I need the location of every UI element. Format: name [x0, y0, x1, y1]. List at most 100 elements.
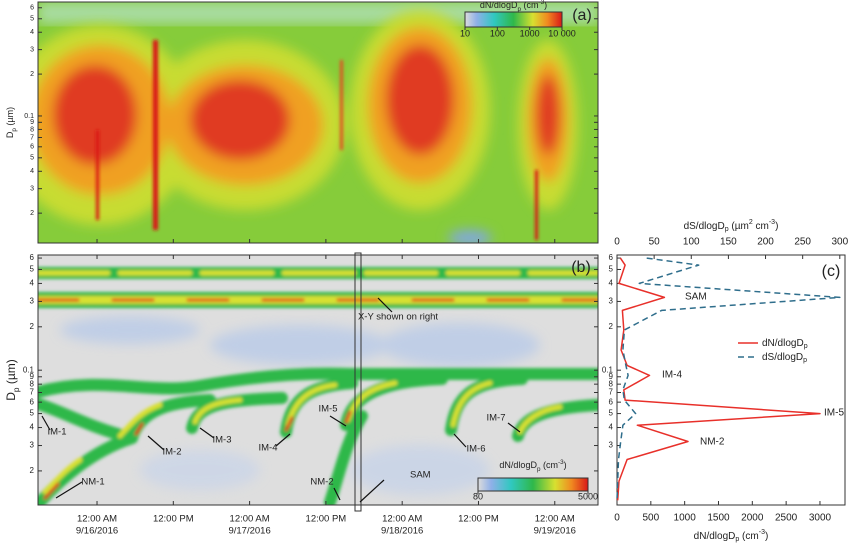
x2-tick-label: 0 — [614, 237, 620, 248]
title-part: 2 — [749, 219, 753, 226]
axis-title: Dp (µm) — [5, 107, 18, 138]
x-tick-label: 12:00 PM — [458, 514, 499, 525]
title-part: ) — [544, 0, 547, 10]
y-tick-label: 7 — [609, 388, 614, 397]
x-tick-label: 12:00 PM — [153, 514, 194, 525]
colorbar-tick-label: 1000 — [520, 28, 540, 38]
annotation: NM-2 — [310, 477, 333, 488]
x-tick-label: 9/16/2016 — [76, 526, 118, 537]
x-tick-label: 9/17/2016 — [228, 526, 270, 537]
colorbar-tick-label: 5000 — [578, 491, 598, 501]
title-part: -3 — [558, 459, 564, 466]
x-tick-label: 500 — [642, 513, 659, 524]
title-part: p — [804, 343, 808, 350]
title-part: dS/dlogD — [684, 221, 725, 232]
y-tick-label: 4 — [30, 29, 34, 36]
x-tick-label: 12:00 PM — [306, 514, 347, 525]
title-part: p — [725, 226, 729, 233]
annotation-arrows — [41, 297, 521, 503]
annotation: IM-5 — [824, 408, 844, 419]
x-tick-label: 2000 — [741, 513, 764, 524]
x2-tick-label: 300 — [831, 237, 848, 248]
y-tick-label: 7 — [30, 388, 35, 397]
axis-title: dS/dlogDp (µm2 cm-3) — [684, 219, 779, 233]
title-part: (cm — [739, 531, 758, 542]
annotation: SAM — [685, 292, 707, 303]
title-part: -3 — [759, 529, 765, 536]
annotation: IM-7 — [487, 413, 506, 424]
x2-tick-label: 50 — [649, 237, 661, 248]
axis-title: dN/dlogDp (cm-3) — [694, 529, 769, 543]
title-part: dS/dlogD — [762, 352, 803, 363]
y-tick-label: 9 — [609, 372, 614, 381]
y-tick-label: 3 — [30, 297, 35, 306]
y-tick-label: 2 — [30, 322, 35, 331]
annotation: X-Y shown on right — [358, 312, 438, 323]
title-part: D — [4, 392, 18, 401]
y-tick-label: 8 — [30, 126, 34, 133]
annotation: IM-4 — [259, 443, 278, 454]
y-tick-label: 2 — [30, 71, 34, 78]
title-part: ) — [775, 221, 778, 232]
y-tick-label: 6 — [30, 397, 35, 406]
x-tick-label: 1500 — [707, 513, 730, 524]
y-tick-label: 2 — [30, 210, 34, 217]
annotation: IM-3 — [213, 435, 232, 446]
y-tick-label: 2 — [30, 466, 35, 475]
title-part: -3 — [538, 0, 544, 6]
title-part: p — [735, 536, 739, 543]
title-part: p — [517, 6, 521, 13]
axis-title: dN/dlogDp — [762, 338, 808, 351]
heatmap-b — [38, 255, 598, 505]
x-tick-label: 0 — [614, 513, 620, 524]
annotation: NM-1 — [81, 477, 104, 488]
y-tick-label: 9 — [30, 119, 34, 126]
y-tick-label: 3 — [609, 441, 614, 450]
title-part: p — [803, 357, 807, 364]
y-tick-label: 0.1 — [23, 365, 35, 374]
x-tick-label: 3000 — [809, 513, 832, 524]
frame-b — [37, 254, 599, 506]
y-tick-label: 8 — [609, 379, 614, 388]
colorbar-tick-label: 100 — [490, 28, 505, 38]
title-part: dN/dlogD — [499, 460, 537, 470]
y-tick-label: 5 — [609, 409, 614, 418]
x-tick-label: 12:00 AM — [230, 514, 270, 525]
title-part: D — [5, 131, 15, 138]
annotation: IM-1 — [48, 427, 67, 438]
y-tick-label: 5 — [609, 265, 614, 274]
title-part: (µm — [729, 221, 749, 232]
x-tick-label: 9/18/2016 — [381, 526, 423, 537]
annotation: NM-2 — [700, 437, 725, 448]
annotation: SAM — [410, 470, 431, 481]
y-tick-label: 0.1 — [24, 113, 34, 120]
colorbar — [464, 11, 563, 28]
y-tick-label: 8 — [30, 379, 35, 388]
y-tick-label: 9 — [30, 372, 35, 381]
title-part: dN/dlogD — [694, 531, 736, 542]
title-part: ) — [765, 531, 768, 542]
annotation: IM-2 — [163, 447, 182, 458]
heatmap-a — [38, 2, 598, 243]
colorbar-tick-label: 10 000 — [548, 28, 576, 38]
y-tick-label: 6 — [30, 144, 34, 151]
y-tick-label: 6 — [30, 253, 35, 262]
y-tick-label: 4 — [609, 423, 614, 432]
y-tick-label: 5 — [30, 16, 34, 23]
panel-label: (a) — [572, 7, 592, 24]
x-y-marker — [354, 252, 362, 512]
title-part: (cm — [540, 460, 558, 470]
axis-title: dN/dlogDp (cm-3) — [499, 459, 566, 473]
axis-title: dS/dlogDp — [762, 352, 807, 365]
y-tick-label: 3 — [30, 186, 34, 193]
title-part: ) — [564, 460, 567, 470]
y-tick-label: 4 — [30, 279, 35, 288]
y-tick-label: 6 — [609, 253, 614, 262]
annotation: IM-6 — [467, 444, 486, 455]
x-tick-label: 2500 — [775, 513, 798, 524]
x-tick-label: 1000 — [674, 513, 697, 524]
y-tick-label: 2 — [609, 322, 614, 331]
y-tick-label: 7 — [30, 134, 34, 141]
panel-label: (b) — [571, 259, 591, 276]
